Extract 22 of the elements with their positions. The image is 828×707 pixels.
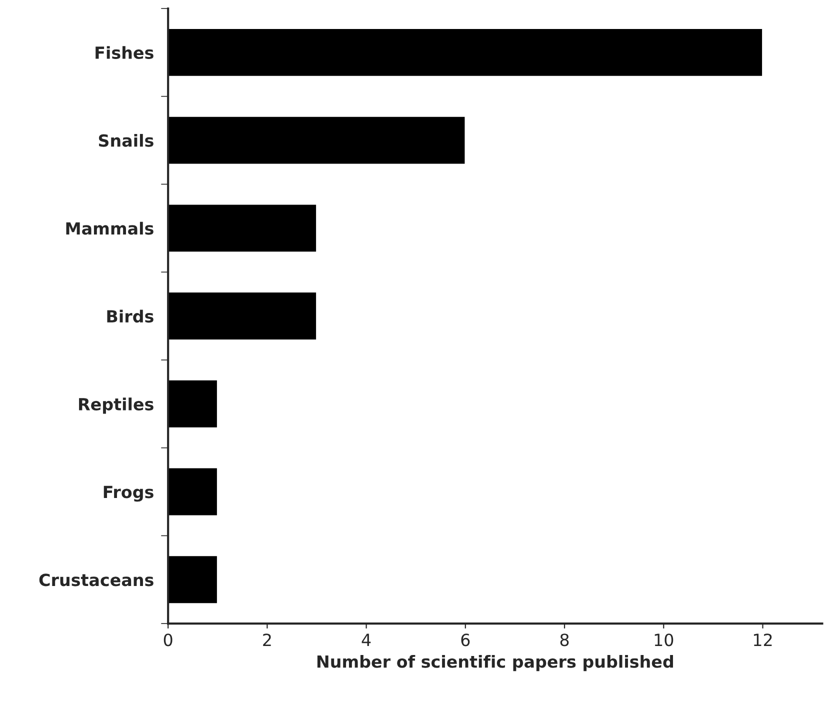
x-tick-label: 4 [362, 634, 371, 646]
x-tick-label: 12 [754, 634, 772, 646]
y-tick-label: Crustaceans [39, 574, 154, 586]
x-axis-title: Number of scientific papers published [317, 654, 673, 672]
bar [168, 28, 764, 78]
bar [168, 291, 318, 341]
bar [168, 379, 218, 429]
x-tick-label: 2 [263, 634, 271, 646]
bar [168, 554, 218, 604]
y-tick-label: Frogs [104, 486, 154, 502]
y-tick-label: Birds [107, 310, 154, 323]
y-tick-label: Mammals [66, 222, 154, 235]
x-tick-label: 0 [164, 634, 172, 646]
bar [168, 466, 218, 517]
x-tick-label: 6 [461, 634, 470, 646]
y-tick-label: Snails [98, 134, 154, 147]
y-tick-label: Reptiles [79, 398, 154, 414]
bar [168, 115, 466, 166]
x-tick-label: 8 [560, 634, 569, 646]
bar [168, 203, 318, 254]
x-tick-label: 10 [654, 634, 674, 646]
y-tick-label: Fishes [96, 46, 154, 59]
